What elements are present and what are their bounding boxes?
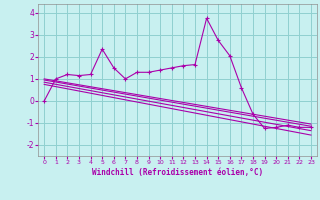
X-axis label: Windchill (Refroidissement éolien,°C): Windchill (Refroidissement éolien,°C)	[92, 168, 263, 177]
